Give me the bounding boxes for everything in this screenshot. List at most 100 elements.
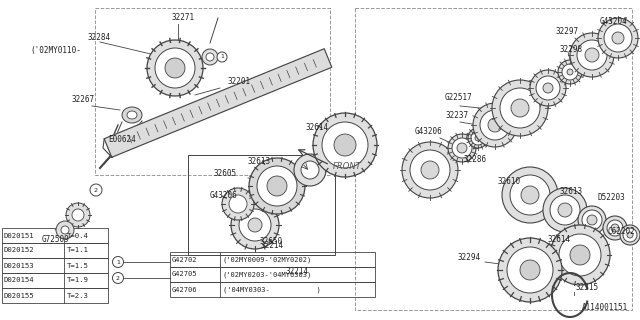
Text: D020153: D020153 [4, 262, 35, 268]
Ellipse shape [604, 24, 632, 52]
Text: 32610: 32610 [498, 178, 521, 187]
Text: FRONT: FRONT [333, 162, 362, 171]
Text: 32237: 32237 [445, 110, 468, 119]
Circle shape [113, 257, 124, 268]
Bar [2, 288, 108, 303]
Ellipse shape [147, 40, 203, 96]
Ellipse shape [165, 58, 185, 78]
Ellipse shape [402, 142, 458, 198]
Ellipse shape [66, 203, 90, 227]
Text: G42702: G42702 [172, 257, 198, 262]
Text: E00624: E00624 [108, 135, 136, 145]
Ellipse shape [448, 134, 476, 162]
Text: ('02MY0110-: ('02MY0110- [30, 45, 81, 54]
Ellipse shape [510, 175, 550, 215]
Text: 2: 2 [116, 276, 120, 281]
Ellipse shape [570, 33, 614, 77]
Text: G72509: G72509 [42, 236, 70, 244]
Text: 32284: 32284 [88, 34, 111, 43]
Text: G43206: G43206 [415, 127, 443, 137]
Text: D020151: D020151 [4, 233, 35, 238]
Ellipse shape [421, 161, 439, 179]
Ellipse shape [229, 195, 247, 213]
Ellipse shape [559, 234, 601, 276]
Text: 32214: 32214 [261, 242, 284, 251]
Circle shape [217, 52, 227, 62]
Text: G43204: G43204 [600, 18, 628, 27]
Text: T=1.1: T=1.1 [67, 247, 89, 253]
Ellipse shape [612, 32, 624, 44]
Ellipse shape [558, 60, 582, 84]
Ellipse shape [607, 220, 623, 236]
Text: 32286: 32286 [463, 156, 486, 164]
Text: C62202: C62202 [608, 228, 636, 236]
Ellipse shape [72, 209, 84, 221]
Ellipse shape [249, 158, 305, 214]
Text: 2: 2 [94, 188, 98, 193]
Text: 32201: 32201 [228, 77, 251, 86]
Text: 32613: 32613 [248, 157, 271, 166]
Text: G22517: G22517 [445, 93, 473, 102]
Ellipse shape [473, 103, 517, 147]
Ellipse shape [410, 150, 450, 190]
Bar [355, 8, 632, 310]
Polygon shape [104, 49, 332, 157]
Ellipse shape [231, 201, 279, 249]
Text: ('02MY0203-'04MY0303): ('02MY0203-'04MY0303) [223, 271, 312, 278]
Bar [170, 282, 375, 297]
Ellipse shape [567, 69, 573, 75]
Ellipse shape [585, 48, 599, 62]
Text: T=2.3: T=2.3 [67, 292, 89, 299]
Text: A114001151: A114001151 [582, 303, 628, 312]
Text: 32650: 32650 [260, 237, 283, 246]
Bar [170, 267, 375, 282]
Bar [188, 155, 335, 255]
Ellipse shape [452, 138, 472, 158]
Text: 32297: 32297 [555, 28, 578, 36]
Ellipse shape [127, 111, 137, 119]
Bar [2, 243, 108, 258]
Text: T=1.9: T=1.9 [67, 277, 89, 284]
Ellipse shape [457, 143, 467, 153]
Ellipse shape [206, 53, 214, 61]
Text: 32315: 32315 [575, 284, 598, 292]
Ellipse shape [582, 210, 602, 230]
Ellipse shape [543, 188, 587, 232]
Ellipse shape [294, 154, 326, 186]
Ellipse shape [530, 70, 566, 106]
Text: D020155: D020155 [4, 292, 35, 299]
Ellipse shape [502, 167, 558, 223]
Text: T=1.5: T=1.5 [67, 262, 89, 268]
Ellipse shape [468, 128, 488, 148]
Ellipse shape [322, 122, 368, 168]
Ellipse shape [202, 49, 218, 65]
Ellipse shape [623, 228, 637, 242]
Ellipse shape [627, 232, 633, 238]
Ellipse shape [222, 188, 254, 220]
Text: D020154: D020154 [4, 277, 35, 284]
Text: 32267: 32267 [72, 95, 95, 105]
Text: ('02MY0009-'02MY0202): ('02MY0009-'02MY0202) [223, 256, 312, 263]
Text: 32614: 32614 [548, 236, 571, 244]
Ellipse shape [507, 247, 553, 293]
Ellipse shape [257, 166, 297, 206]
Text: D020152: D020152 [4, 247, 35, 253]
Circle shape [113, 273, 124, 284]
Text: 32613: 32613 [560, 188, 583, 196]
Text: 32214: 32214 [285, 268, 308, 276]
Text: 32605: 32605 [213, 170, 236, 179]
Ellipse shape [536, 76, 560, 100]
Ellipse shape [492, 80, 548, 136]
Text: 1: 1 [220, 54, 224, 60]
Ellipse shape [587, 215, 597, 225]
Bar [2, 273, 108, 288]
Ellipse shape [578, 206, 606, 234]
Ellipse shape [61, 226, 69, 234]
Text: G43206: G43206 [210, 191, 237, 201]
Ellipse shape [239, 209, 271, 241]
Ellipse shape [334, 134, 356, 156]
Ellipse shape [611, 224, 619, 232]
Ellipse shape [488, 118, 502, 132]
Ellipse shape [267, 176, 287, 196]
Bar [170, 252, 375, 267]
